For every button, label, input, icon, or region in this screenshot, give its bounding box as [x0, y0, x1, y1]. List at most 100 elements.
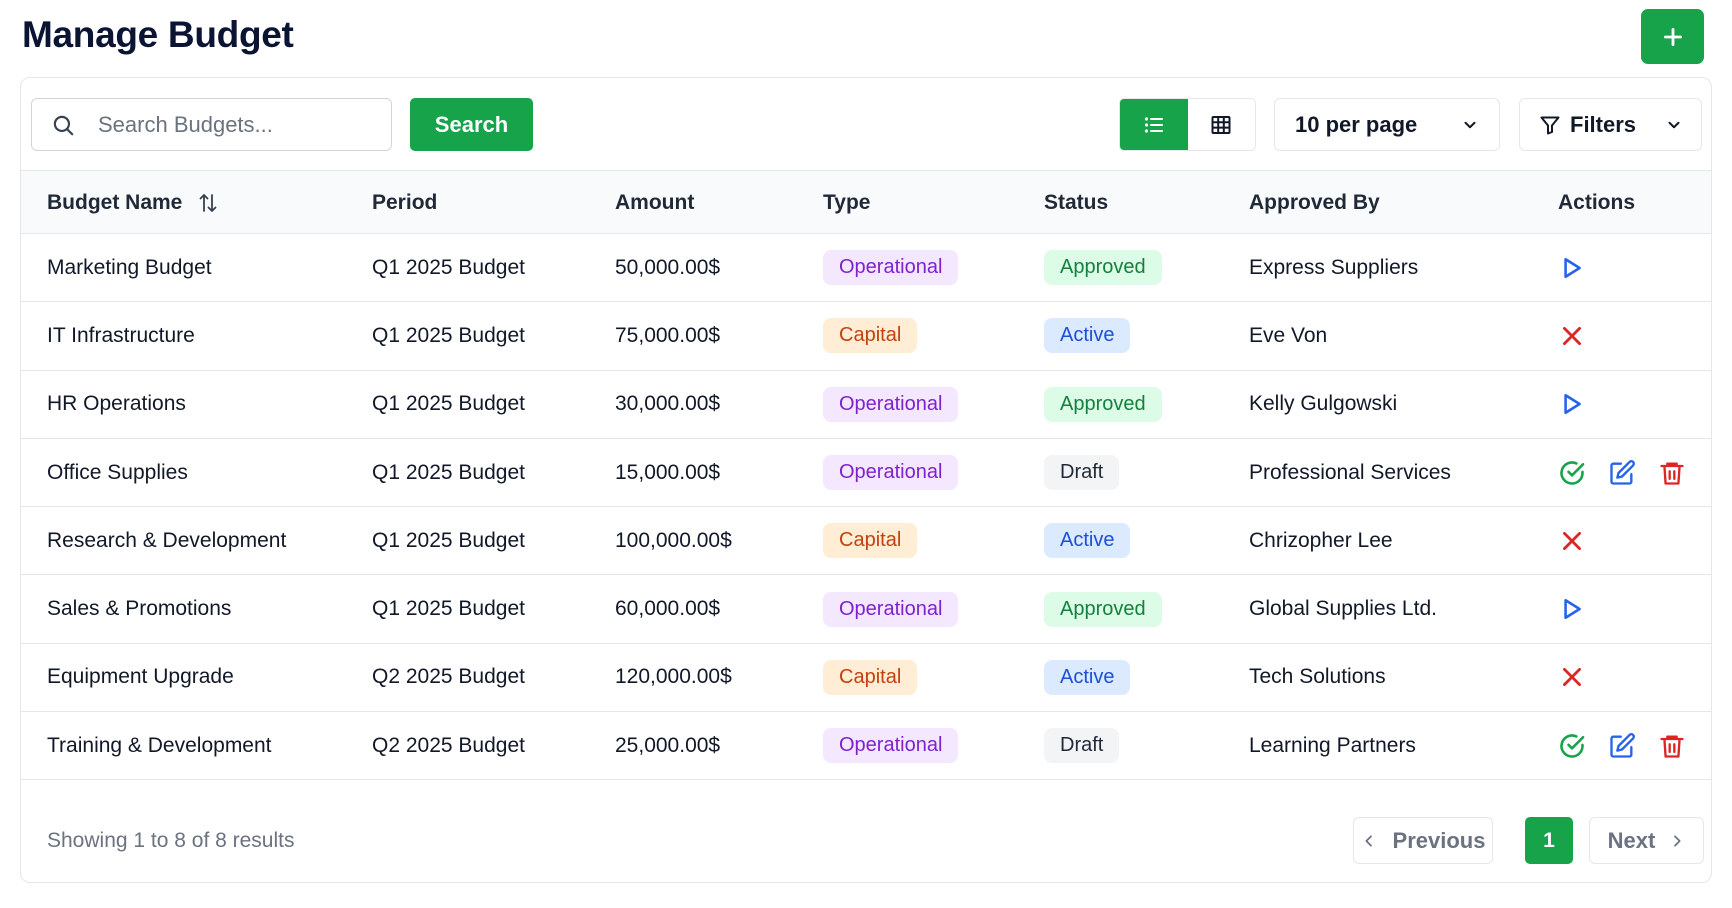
- column-header-budget-name[interactable]: Budget Name: [47, 171, 220, 234]
- per-page-select[interactable]: 10 per page: [1274, 98, 1500, 151]
- period-cell: Q1 2025 Budget: [372, 392, 525, 416]
- type-cell: Operational: [823, 439, 959, 506]
- amount-cell: 120,000.00$: [615, 665, 732, 689]
- plus-icon: [1663, 27, 1682, 46]
- table-row: Research & Development Q1 2025 Budget 100,…: [21, 507, 1711, 576]
- check-circle-icon: [1558, 459, 1586, 487]
- type-cell: Operational: [823, 371, 959, 438]
- status-cell: Approved: [1044, 371, 1162, 438]
- filters-button[interactable]: Filters: [1519, 98, 1702, 151]
- table-header: Budget Name Period Amount Type Status Ap…: [21, 171, 1711, 234]
- filter-icon: [1540, 116, 1560, 134]
- status-badge: Approved: [1044, 250, 1162, 286]
- budget-name-cell: Office Supplies: [47, 460, 188, 484]
- delete-action-button[interactable]: [1658, 732, 1686, 760]
- results-summary: Showing 1 to 8 of 8 results: [47, 828, 295, 852]
- amount-cell: 75,000.00$: [615, 323, 721, 347]
- budget-name-cell: Equipment Upgrade: [47, 665, 234, 689]
- table-row: Training & Development Q2 2025 Budget 25,0…: [21, 712, 1711, 781]
- next-page-button[interactable]: Next: [1589, 817, 1704, 864]
- approve-action-button[interactable]: [1558, 459, 1586, 487]
- edit-action-button[interactable]: [1608, 732, 1636, 760]
- type-badge: Operational: [823, 728, 959, 764]
- period-cell: Q2 2025 Budget: [372, 665, 525, 689]
- page-number-button[interactable]: 1: [1525, 817, 1573, 864]
- toolbar: Search 10 per page Filters: [21, 78, 1711, 171]
- actions-cell: [1558, 576, 1608, 643]
- table-row: IT Infrastructure Q1 2025 Budget 75,000.00…: [21, 302, 1711, 371]
- next-label: Next: [1607, 827, 1656, 853]
- budget-name-cell: Marketing Budget: [47, 255, 212, 279]
- edit-icon: [1608, 732, 1636, 760]
- sort-icon[interactable]: [196, 191, 220, 215]
- play-icon: [1558, 595, 1586, 623]
- type-badge: Capital: [823, 523, 918, 559]
- add-budget-button[interactable]: [1641, 9, 1704, 64]
- search-input[interactable]: [98, 111, 378, 138]
- type-cell: Operational: [823, 576, 959, 643]
- table-row: HR Operations Q1 2025 Budget 30,000.00$ Ope…: [21, 371, 1711, 439]
- actions-cell: [1558, 439, 1708, 506]
- play-icon: [1558, 390, 1586, 418]
- search-button[interactable]: Search: [410, 98, 533, 151]
- approved-by-cell: Tech Solutions: [1249, 665, 1386, 689]
- submit-action-button[interactable]: [1558, 254, 1586, 282]
- period-cell: Q1 2025 Budget: [372, 528, 525, 552]
- filters-label: Filters: [1570, 111, 1637, 137]
- reject-action-button[interactable]: [1558, 663, 1586, 691]
- type-badge: Operational: [823, 386, 959, 422]
- grid-view-button[interactable]: [1188, 99, 1256, 150]
- budget-name-cell: IT Infrastructure: [47, 323, 195, 347]
- reject-action-button[interactable]: [1558, 322, 1586, 350]
- approved-by-cell: Learning Partners: [1249, 733, 1416, 757]
- approved-by-cell: Professional Services: [1249, 460, 1451, 484]
- column-header-status: Status: [1044, 190, 1109, 214]
- actions-cell: [1558, 507, 1608, 574]
- table-row: Marketing Budget Q1 2025 Budget 50,000.00$…: [21, 234, 1711, 303]
- status-cell: Draft: [1044, 712, 1120, 779]
- status-badge: Active: [1044, 659, 1131, 695]
- play-icon: [1558, 254, 1586, 282]
- edit-action-button[interactable]: [1608, 459, 1636, 487]
- approved-by-cell: Eve Von: [1249, 323, 1328, 347]
- search-box[interactable]: [31, 98, 392, 151]
- trash-icon: [1658, 459, 1686, 487]
- chevron-down-icon: [1668, 121, 1680, 128]
- per-page-label: 10 per page: [1295, 111, 1418, 137]
- budget-name-cell: HR Operations: [47, 392, 186, 416]
- list-icon: [1144, 116, 1163, 133]
- amount-cell: 15,000.00$: [615, 460, 721, 484]
- column-header-actions: Actions: [1558, 190, 1636, 214]
- amount-cell: 60,000.00$: [615, 597, 721, 621]
- budget-name-cell: Research & Development: [47, 528, 287, 552]
- period-cell: Q1 2025 Budget: [372, 597, 525, 621]
- previous-page-button[interactable]: Previous: [1353, 817, 1493, 864]
- approved-by-cell: Global Supplies Ltd.: [1249, 597, 1437, 621]
- budget-name-cell: Training & Development: [47, 733, 272, 757]
- edit-icon: [1608, 459, 1636, 487]
- actions-cell: [1558, 371, 1608, 438]
- status-badge: Approved: [1044, 591, 1162, 627]
- chevron-down-icon: [1464, 121, 1476, 128]
- period-cell: Q1 2025 Budget: [372, 460, 525, 484]
- page-title: Manage Budget: [22, 14, 294, 55]
- type-cell: Operational: [823, 712, 959, 779]
- table-footer: Showing 1 to 8 of 8 results Previous 1 N…: [21, 797, 1711, 882]
- reject-action-button[interactable]: [1558, 527, 1586, 555]
- submit-action-button[interactable]: [1558, 390, 1586, 418]
- table-row: Sales & Promotions Q1 2025 Budget 60,000.0…: [21, 576, 1711, 644]
- column-header-period: Period: [372, 190, 438, 214]
- status-cell: Active: [1044, 507, 1131, 574]
- search-icon: [53, 115, 74, 135]
- previous-label: Previous: [1392, 827, 1486, 853]
- budget-name-cell: Sales & Promotions: [47, 597, 232, 621]
- approve-action-button[interactable]: [1558, 732, 1586, 760]
- table-row: Office Supplies Q1 2025 Budget 15,000.00$ O…: [21, 439, 1711, 508]
- type-cell: Capital: [823, 507, 918, 574]
- submit-action-button[interactable]: [1558, 595, 1586, 623]
- close-icon: [1558, 663, 1586, 691]
- type-badge: Capital: [823, 659, 918, 695]
- list-view-button[interactable]: [1120, 99, 1188, 150]
- delete-action-button[interactable]: [1658, 459, 1686, 487]
- period-cell: Q2 2025 Budget: [372, 733, 525, 757]
